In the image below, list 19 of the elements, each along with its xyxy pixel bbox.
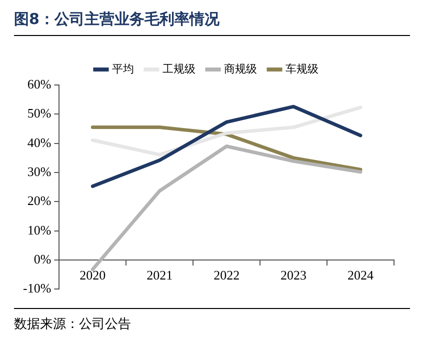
x-tick-label: 2021 bbox=[146, 267, 173, 282]
x-tick-label: 2023 bbox=[280, 267, 307, 282]
y-tick-label: 10% bbox=[27, 222, 52, 238]
y-tick-label: 20% bbox=[27, 193, 52, 208]
source-note: 数据来源：公司公告 bbox=[14, 308, 410, 333]
y-tick-label: 30% bbox=[27, 164, 52, 179]
legend-label: 车规级 bbox=[286, 62, 318, 76]
y-tick-label: 0% bbox=[34, 251, 52, 266]
y-tick-label: 50% bbox=[27, 106, 52, 121]
x-tick-label: 2022 bbox=[214, 267, 240, 282]
y-tick-label: 40% bbox=[27, 134, 52, 150]
x-tick-label: 2020 bbox=[80, 267, 106, 282]
y-tick-label: 60% bbox=[27, 76, 52, 92]
y-tick-label: -10% bbox=[22, 280, 52, 296]
chart-title: 图8：公司主营业务毛利率情况 bbox=[14, 10, 410, 36]
legend-label: 商规级 bbox=[224, 62, 257, 76]
x-tick-label: 2024 bbox=[348, 267, 374, 282]
legend-label: 平均 bbox=[112, 62, 134, 76]
legend-label: 工规级 bbox=[162, 62, 196, 76]
